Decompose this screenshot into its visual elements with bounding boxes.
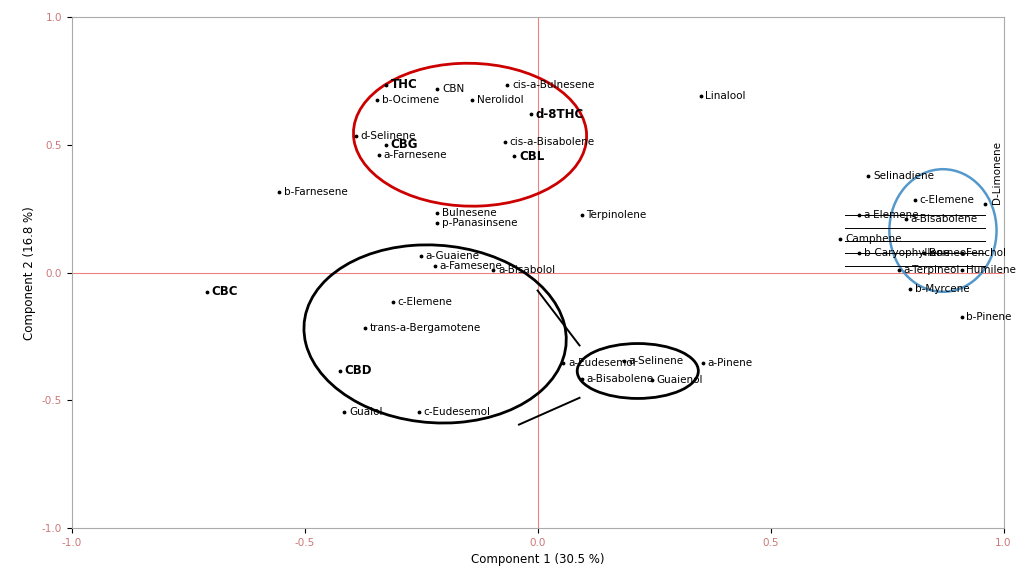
Text: Camphene: Camphene [845,234,901,245]
Text: a-Elemene: a-Elemene [863,210,920,220]
Text: Borneol: Borneol [929,249,969,258]
Text: a-Selinene: a-Selinene [629,356,684,366]
Text: Humilene: Humilene [967,265,1016,275]
Text: Bulnesene: Bulnesene [442,208,497,218]
Text: c-Eudesemol: c-Eudesemol [424,407,490,417]
Text: Guaienol: Guaienol [656,375,702,385]
Text: a-Pinene: a-Pinene [708,358,753,369]
Text: a-Eudesemol: a-Eudesemol [568,358,636,369]
Text: THC: THC [391,79,418,91]
Text: a-Bisabolol: a-Bisabolol [498,265,555,275]
Text: d-Selinene: d-Selinene [360,131,416,141]
Text: D-Limonene: D-Limonene [991,141,1001,204]
Text: a-Bisabolene: a-Bisabolene [587,374,653,383]
Text: b-Farnesene: b-Farnesene [284,187,347,197]
Text: CBC: CBC [211,285,238,298]
Text: a-Guaiene: a-Guaiene [426,251,480,261]
Text: cis-a-Bisabolene: cis-a-Bisabolene [510,137,595,148]
Y-axis label: Component 2 (16.8 %): Component 2 (16.8 %) [24,205,36,340]
Text: Linalool: Linalool [706,91,745,102]
Text: Nerolidol: Nerolidol [477,95,523,105]
Text: Selinadiene: Selinadiene [873,170,934,181]
Text: a-Bisabolene: a-Bisabolene [910,214,978,224]
Text: trans-a-Bergamotene: trans-a-Bergamotene [370,323,481,332]
Text: p-Panasinsene: p-Panasinsene [442,218,517,228]
Text: a-Terpineol: a-Terpineol [903,265,959,275]
Text: Guaiol: Guaiol [349,407,382,417]
Text: CBG: CBG [391,138,419,152]
Text: b-Caryophyllene: b-Caryophyllene [863,249,949,258]
Text: CBD: CBD [344,364,372,378]
Text: a-Farnesene: a-Farnesene [384,150,447,160]
Text: c-Elemene: c-Elemene [397,297,453,307]
Text: c-Elemene: c-Elemene [920,195,975,205]
Text: CBN: CBN [442,84,464,94]
Text: Fenchol: Fenchol [967,249,1007,258]
Text: b-Ocimene: b-Ocimene [382,95,438,105]
Text: CBL: CBL [519,150,544,163]
Text: Terpinolene: Terpinolene [587,210,647,220]
Text: b-Myrcene: b-Myrcene [915,284,970,294]
X-axis label: Component 1 (30.5 %): Component 1 (30.5 %) [471,553,604,567]
Text: d-8THC: d-8THC [536,108,584,121]
Text: b-Pinene: b-Pinene [967,312,1012,323]
Text: cis-a-Bulnesene: cis-a-Bulnesene [512,80,594,90]
Text: a-Famesene: a-Famesene [439,261,503,272]
